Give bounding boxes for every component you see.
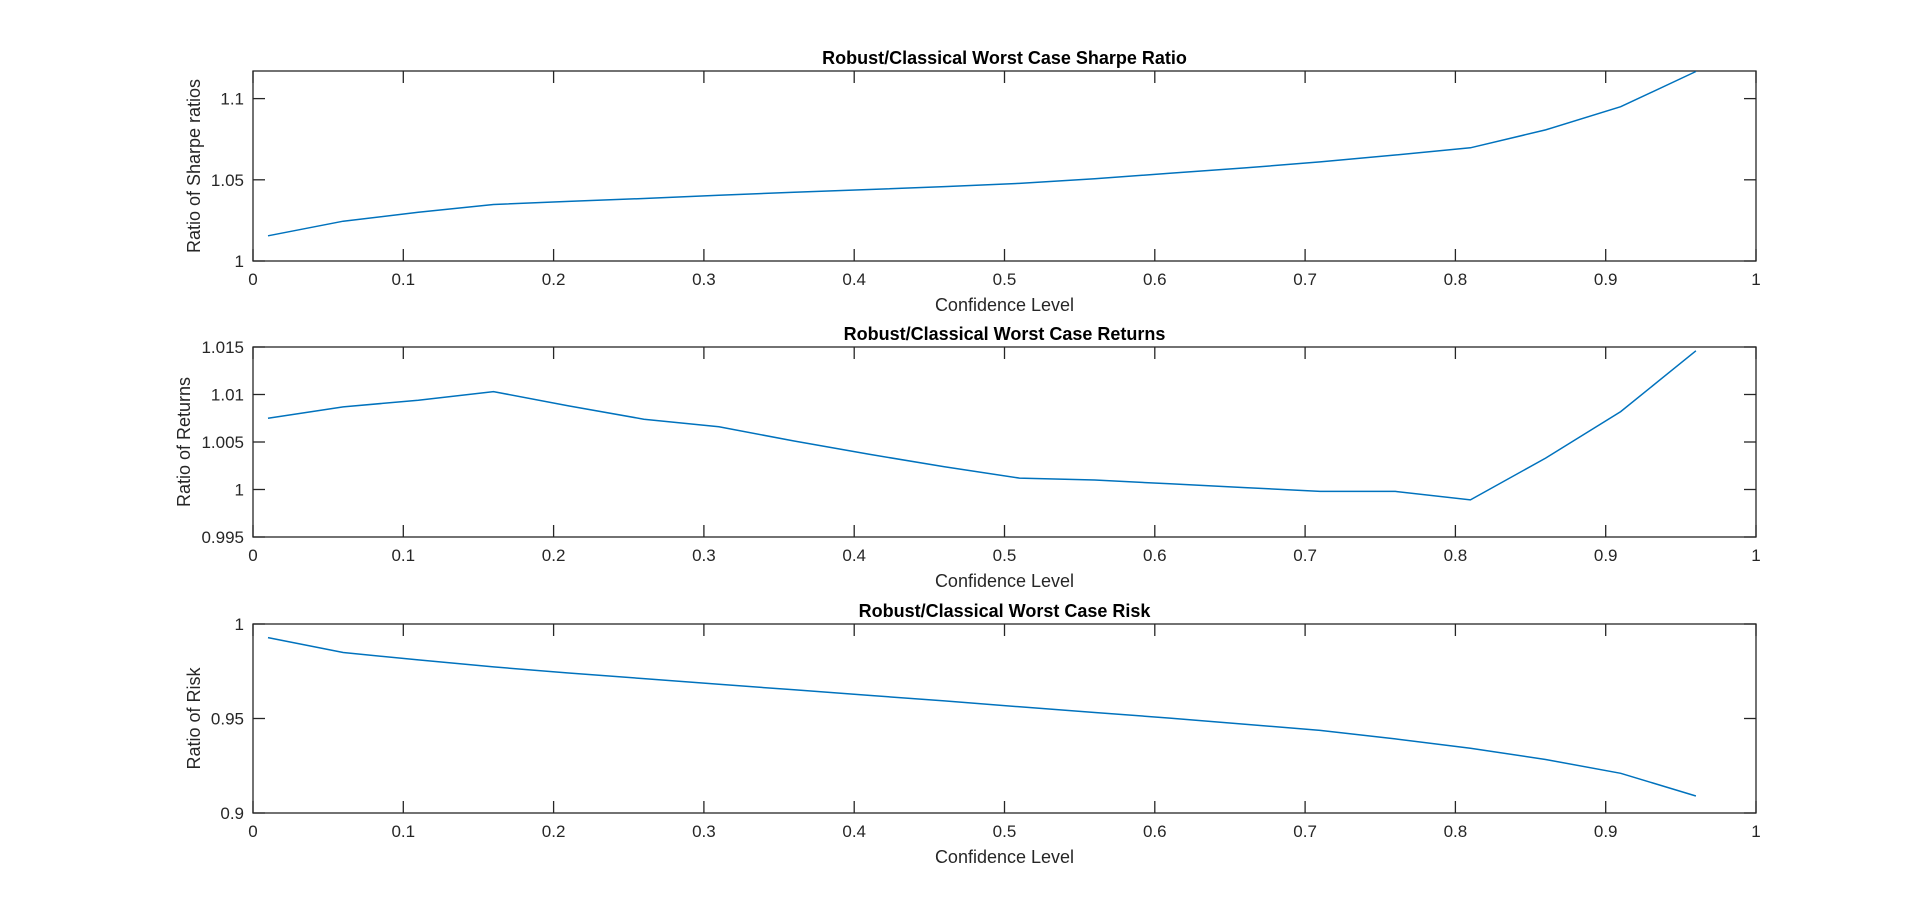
y-tick-label: 1 bbox=[235, 252, 244, 271]
x-tick-label: 0.8 bbox=[1444, 270, 1468, 289]
x-tick-label: 0.1 bbox=[391, 270, 415, 289]
plot-area bbox=[252, 346, 1757, 538]
sharpe-ratio-panel: Robust/Classical Worst Case Sharpe Ratio… bbox=[184, 48, 1761, 315]
chart-title: Robust/Classical Worst Case Risk bbox=[859, 601, 1152, 621]
x-tick-label: 0.4 bbox=[842, 822, 866, 841]
x-tick-label: 0.1 bbox=[391, 546, 415, 565]
x-tick-label: 0.1 bbox=[391, 822, 415, 841]
y-tick-label: 0.9 bbox=[220, 804, 244, 823]
risk-panel: Robust/Classical Worst Case Risk Confide… bbox=[184, 601, 1761, 867]
x-tick-label: 0 bbox=[248, 270, 257, 289]
y-tick-label: 1.1 bbox=[220, 90, 244, 109]
x-tick-label: 0.8 bbox=[1444, 546, 1468, 565]
x-tick-label: 0.9 bbox=[1594, 270, 1618, 289]
x-tick-label: 0.5 bbox=[993, 822, 1017, 841]
series-line bbox=[267, 70, 1697, 237]
chart-title: Robust/Classical Worst Case Sharpe Ratio bbox=[822, 48, 1187, 68]
chart-title: Robust/Classical Worst Case Returns bbox=[844, 324, 1166, 344]
y-tick-label: 1.005 bbox=[201, 433, 244, 452]
x-tick-label: 1 bbox=[1751, 546, 1760, 565]
x-tick-label: 0.3 bbox=[692, 270, 716, 289]
returns-panel: Robust/Classical Worst Case Returns Conf… bbox=[174, 324, 1761, 591]
y-tick-label: 0.995 bbox=[201, 528, 244, 547]
plot-area bbox=[252, 70, 1757, 262]
x-tick-label: 0.4 bbox=[842, 270, 866, 289]
y-axis-label: Ratio of Sharpe ratios bbox=[184, 79, 204, 253]
y-tick-label: 1.01 bbox=[211, 386, 244, 405]
x-tick-label: 0.9 bbox=[1594, 546, 1618, 565]
y-axis-label: Ratio of Returns bbox=[174, 377, 194, 507]
x-tick-label: 0.2 bbox=[542, 546, 566, 565]
x-tick-label: 0.8 bbox=[1444, 822, 1468, 841]
x-tick-label: 0.7 bbox=[1293, 546, 1317, 565]
x-tick-label: 0.2 bbox=[542, 822, 566, 841]
x-tick-label: 0.6 bbox=[1143, 546, 1167, 565]
x-tick-label: 0.7 bbox=[1293, 822, 1317, 841]
y-tick-label: 0.95 bbox=[211, 710, 244, 729]
y-tick-label: 1 bbox=[235, 615, 244, 634]
x-tick-label: 0.2 bbox=[542, 270, 566, 289]
x-tick-label: 0.5 bbox=[993, 546, 1017, 565]
x-tick-label: 0 bbox=[248, 822, 257, 841]
x-tick-label: 0.6 bbox=[1143, 270, 1167, 289]
y-tick-label: 1 bbox=[235, 481, 244, 500]
y-tick-label: 1.015 bbox=[201, 338, 244, 357]
y-axis-label: Ratio of Risk bbox=[184, 666, 204, 769]
x-axis-label: Confidence Level bbox=[935, 295, 1074, 315]
x-tick-label: 0.7 bbox=[1293, 270, 1317, 289]
series-line bbox=[267, 350, 1697, 501]
x-axis-label: Confidence Level bbox=[935, 571, 1074, 591]
x-tick-label: 0.9 bbox=[1594, 822, 1618, 841]
x-tick-label: 0.5 bbox=[993, 270, 1017, 289]
x-tick-label: 1 bbox=[1751, 270, 1760, 289]
x-axis-label: Confidence Level bbox=[935, 847, 1074, 867]
y-tick-label: 1.05 bbox=[211, 171, 244, 190]
x-tick-label: 0 bbox=[248, 546, 257, 565]
x-tick-label: 1 bbox=[1751, 822, 1760, 841]
plot-area bbox=[252, 623, 1757, 814]
x-tick-label: 0.3 bbox=[692, 546, 716, 565]
x-tick-label: 0.4 bbox=[842, 546, 866, 565]
x-tick-label: 0.6 bbox=[1143, 822, 1167, 841]
x-tick-label: 0.3 bbox=[692, 822, 716, 841]
series-line bbox=[267, 636, 1697, 797]
